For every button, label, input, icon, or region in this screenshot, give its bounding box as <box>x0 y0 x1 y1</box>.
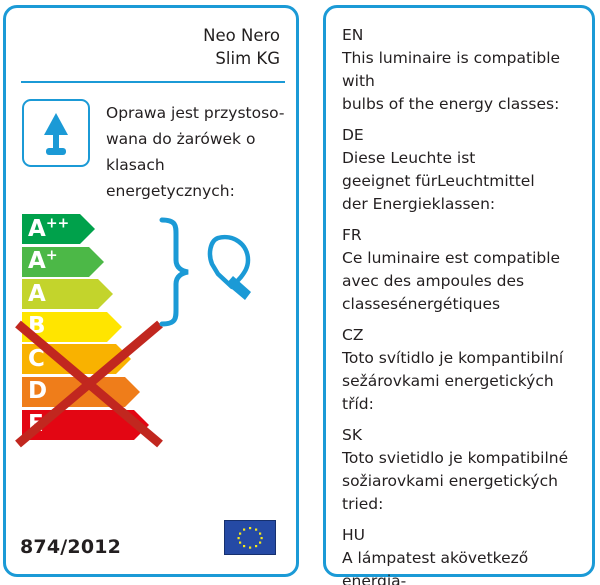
language-block-hu: HU A lámpatest akövetkező energia- osztál… <box>342 524 586 585</box>
energy-class-aplusplus: A++ <box>22 214 152 244</box>
energy-class-label: A <box>28 280 46 307</box>
energy-class-label: A+ <box>28 247 58 275</box>
language-block-en: EN This luminaire is compatible with bulb… <box>342 24 586 116</box>
language-code: EN <box>342 26 364 44</box>
language-text: Toto svítidlo je kompantibilní sežárovka… <box>342 349 564 413</box>
energy-class-label: B <box>28 313 46 340</box>
product-title: Neo Nero Slim KG <box>203 26 280 68</box>
language-block-fr: FR Ce luminaire est compatible avec des a… <box>342 224 586 316</box>
energy-class-b: B <box>22 311 152 342</box>
energy-class-a: A <box>22 279 152 310</box>
language-text: Ce luminaire est compatible avec des amp… <box>342 249 561 313</box>
energy-class-e: E <box>22 409 152 440</box>
language-text: Toto svietidlo je kompatibilné sožiarovk… <box>342 449 569 513</box>
language-block-de: DE Diese Leuchte ist geeignet fürLeuchtmi… <box>342 124 586 216</box>
table-lamp-icon <box>22 99 90 167</box>
language-block-sk: SK Toto svietidlo je kompatibilné sožiaro… <box>342 424 586 516</box>
language-block-cz: CZ Toto svítidlo je kompantibilní sežárov… <box>342 324 586 416</box>
energy-class-c: C <box>22 344 152 375</box>
brace-and-bulb-illustration <box>159 217 251 327</box>
language-text: This luminaire is compatible with bulbs … <box>342 49 561 113</box>
language-code: FR <box>342 226 362 244</box>
right-panel: EN This luminaire is compatible with bulb… <box>323 5 595 585</box>
language-code: DE <box>342 126 364 144</box>
regulation-number: 874/2012 <box>20 536 122 558</box>
language-text: Diese Leuchte ist geeignet fürLeuchtmitt… <box>342 149 535 213</box>
energy-class-label: C <box>28 345 45 372</box>
title-divider <box>21 81 285 83</box>
language-text: A lámpatest akövetkező energia- osztályú… <box>342 549 529 585</box>
language-code: CZ <box>342 326 364 344</box>
energy-class-scale: A++ A+ A B C D E <box>22 214 152 442</box>
left-panel: Neo Nero Slim KG Oprawa jest przystoso- … <box>3 5 299 577</box>
energy-class-label: E <box>28 411 44 438</box>
multilingual-statement-list: EN This luminaire is compatible with bulb… <box>342 24 586 585</box>
energy-class-label: A++ <box>28 214 70 242</box>
language-code: HU <box>342 526 366 544</box>
energy-class-aplus: A+ <box>22 246 152 277</box>
energy-class-d: D <box>22 376 152 407</box>
language-code: SK <box>342 426 363 444</box>
compatibility-statement-pl: Oprawa jest przystoso- wana do żarówek o… <box>106 104 285 200</box>
energy-class-label: D <box>28 378 48 405</box>
eu-flag <box>224 520 276 555</box>
